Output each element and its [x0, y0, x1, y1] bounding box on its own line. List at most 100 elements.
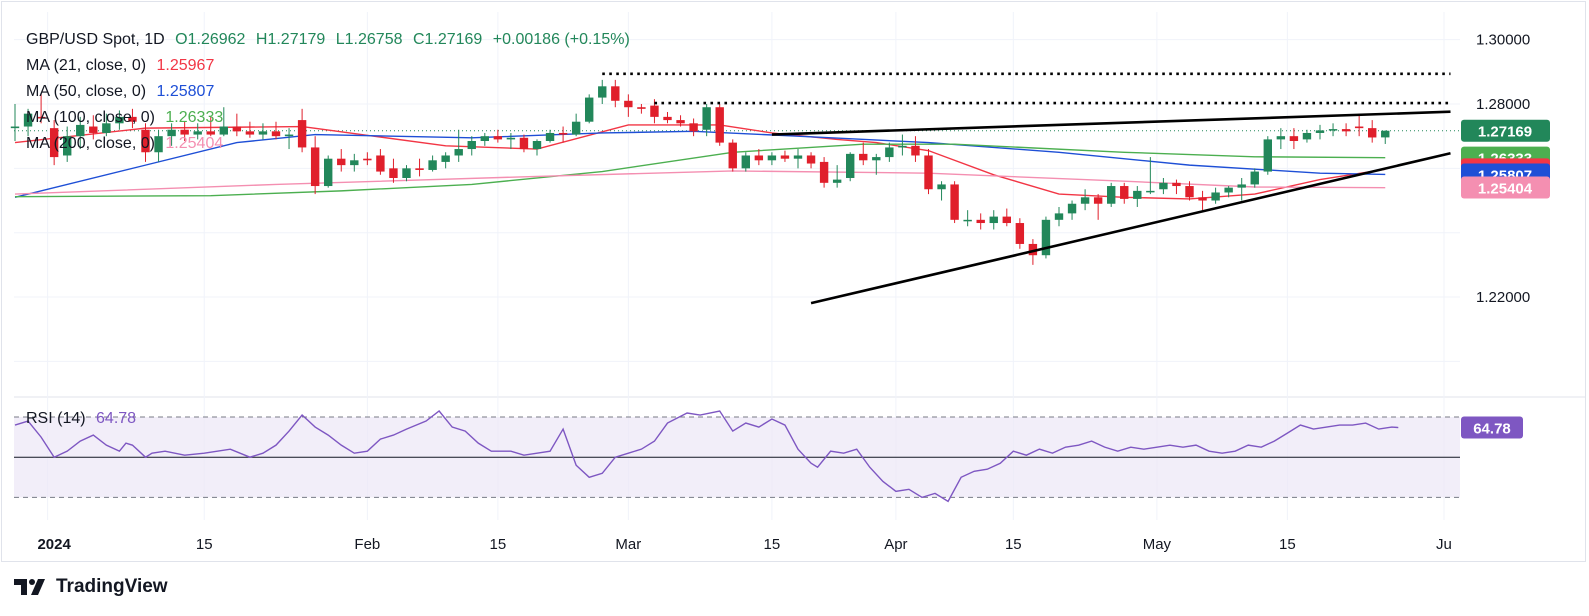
candle-body: [1093, 197, 1103, 204]
change-value: +0.00186 (+0.15%): [492, 31, 630, 48]
candle-body: [976, 219, 985, 224]
candle-body: [1146, 190, 1155, 193]
candle-body: [167, 129, 176, 137]
candle-body: [115, 116, 124, 124]
candle-body: [193, 131, 202, 135]
candle-body: [663, 116, 672, 121]
trendline: [810, 151, 1451, 305]
candle-body: [76, 124, 85, 137]
candle-body: [1289, 136, 1299, 142]
candle-body: [545, 132, 555, 142]
candle-body: [1224, 187, 1233, 193]
ma50-label: MA (50, close, 0): [26, 83, 147, 100]
candle-body: [1211, 192, 1220, 201]
rsi-legend[interactable]: RSI (14) 64.78: [26, 410, 136, 428]
price-chart[interactable]: 1.30000 1.28000 1.22000 2024 15 Feb 15 Mar 15 Apr…: [0, 0, 1589, 570]
candle-body: [493, 136, 503, 140]
candle-body: [532, 141, 542, 150]
low-value: L1.26758: [335, 31, 403, 48]
rsi-axis-badge-label: 64.78: [1473, 421, 1511, 438]
candle-body: [154, 136, 163, 153]
ma-line-ma200: [14, 170, 1386, 195]
x-tick-label: 2024: [37, 536, 71, 553]
x-tick-label: 15: [764, 536, 781, 553]
ma21-label: MA (21, close, 0): [26, 57, 147, 74]
ma200-legend[interactable]: MA (200, close, 0) 1.25404: [26, 134, 223, 154]
candle-body: [258, 131, 268, 135]
candle-body: [63, 136, 72, 156]
candle-body: [1315, 130, 1325, 133]
ma100-legend[interactable]: MA (100, close, 0) 1.26333: [26, 108, 223, 128]
symbol-label: GBP/USD Spot, 1D: [26, 31, 165, 48]
candle-body: [1107, 186, 1116, 204]
candle-body: [963, 219, 972, 222]
candle-body: [1185, 186, 1194, 198]
candle-body: [389, 168, 398, 178]
ma200-value: 1.25404: [165, 135, 224, 152]
candle-body: [872, 157, 881, 161]
candle-body: [859, 153, 868, 161]
x-tick-label: 15: [490, 536, 507, 553]
candle-body: [989, 216, 998, 224]
candle-body: [10, 126, 20, 129]
candle-body: [1080, 197, 1090, 204]
candle-body: [741, 155, 750, 169]
tradingview-logo[interactable]: TradingView: [14, 576, 168, 598]
ma100-label: MA (100, close, 0): [26, 109, 155, 126]
candle-body: [558, 132, 568, 135]
candle-body: [624, 100, 633, 108]
candle-body: [297, 120, 307, 148]
candle-body: [650, 105, 659, 117]
candle-body: [1120, 186, 1129, 199]
candle-body: [1015, 223, 1025, 244]
rsi-line: [14, 410, 1399, 503]
ma21-legend[interactable]: MA (21, close, 0) 1.25967: [26, 56, 214, 76]
candle-body: [219, 126, 228, 135]
candles-group: [10, 79, 1390, 265]
candle-body: [611, 86, 620, 101]
candle-body: [898, 145, 907, 148]
candle-body: [676, 120, 685, 124]
candle-body: [1041, 219, 1051, 256]
close-value: C1.27169: [412, 31, 483, 48]
candle-body: [36, 116, 46, 119]
candle-body: [767, 155, 777, 161]
y-tick-label: 1.28000: [1476, 96, 1530, 113]
candle-body: [232, 126, 242, 132]
ma100-value: 1.26333: [165, 109, 224, 126]
candle-body: [1341, 129, 1351, 132]
price-axis-badge: [1461, 119, 1550, 142]
candle-body: [1328, 129, 1338, 131]
candle-body: [1133, 190, 1142, 199]
candle-body: [454, 149, 463, 156]
candle-body: [180, 129, 189, 135]
candle-body: [245, 131, 255, 135]
candle-body: [467, 141, 476, 150]
candle-body: [637, 107, 646, 109]
candle-body: [715, 107, 724, 143]
candle-body: [324, 158, 333, 187]
rsi-label: RSI (14): [26, 410, 86, 427]
ma50-legend[interactable]: MA (50, close, 0) 1.25807: [26, 82, 214, 102]
candle-body: [310, 147, 320, 187]
candle-body: [728, 142, 737, 169]
open-value: O1.26962: [175, 31, 246, 48]
x-tick-label: Ju: [1436, 536, 1452, 553]
candle-body: [754, 155, 764, 161]
tradingview-logo-icon: [14, 579, 45, 595]
candle-body: [284, 134, 294, 137]
candle-body: [206, 131, 215, 135]
candle-body: [689, 123, 698, 132]
candle-body: [1198, 197, 1207, 201]
candle-body: [376, 155, 385, 172]
symbol-legend: GBP/USD Spot, 1D O1.26962 H1.27179 L1.26…: [26, 30, 630, 50]
candle-body: [89, 126, 98, 133]
candle-body: [337, 158, 346, 166]
x-tick-label: Apr: [884, 536, 907, 553]
candle-body: [1172, 182, 1181, 187]
candle-body: [832, 179, 842, 183]
candle-body: [585, 97, 594, 122]
brand-name: TradingView: [56, 576, 168, 597]
y-tick-label: 1.22000: [1476, 289, 1530, 306]
candle-body: [950, 184, 959, 220]
